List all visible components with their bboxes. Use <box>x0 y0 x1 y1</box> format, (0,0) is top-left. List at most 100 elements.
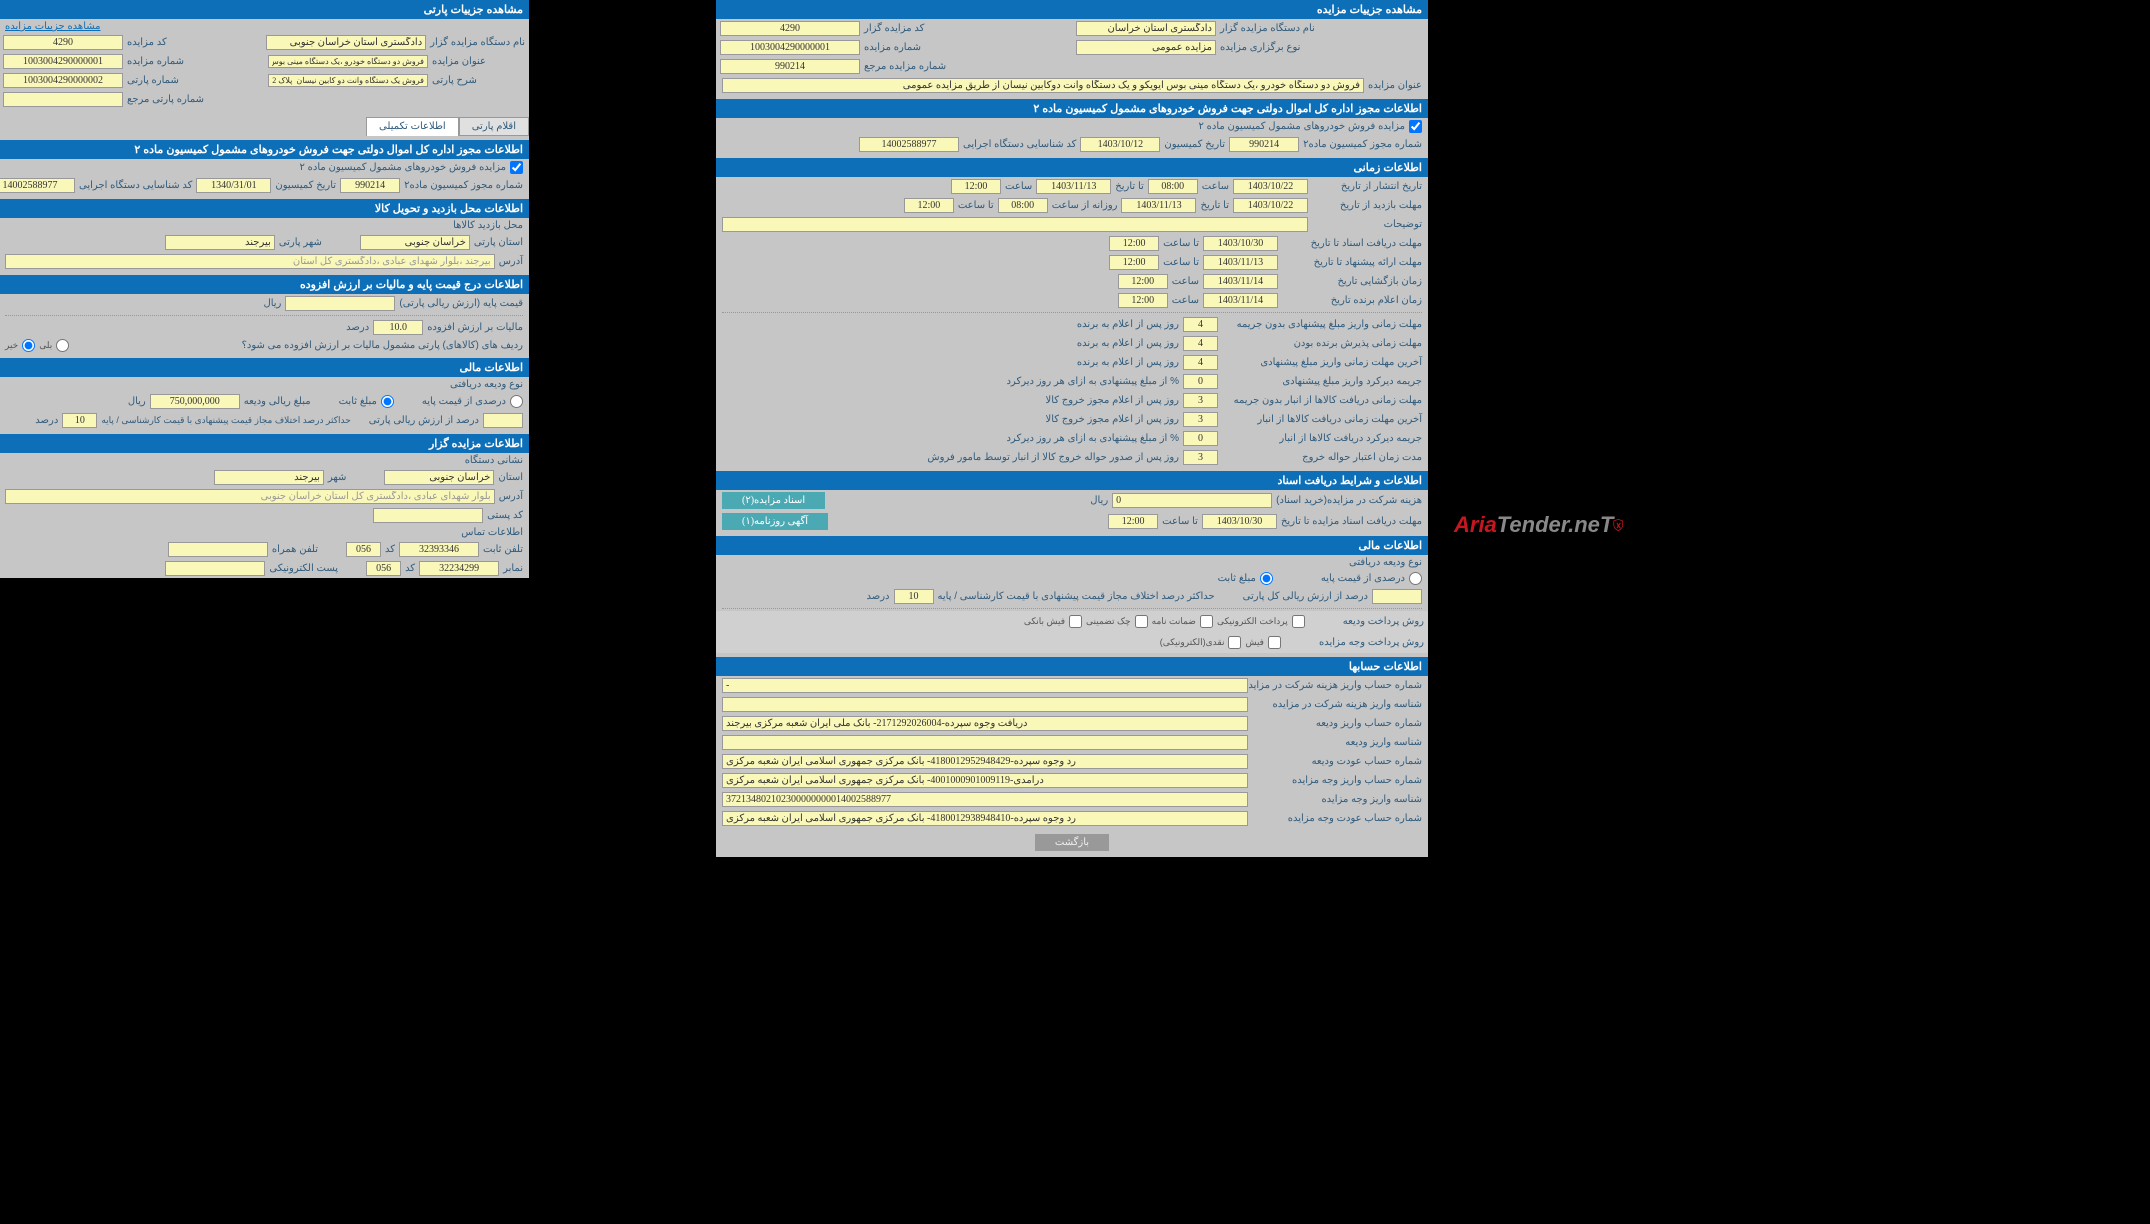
input-dl7[interactable] <box>1184 431 1219 446</box>
input-dl2[interactable] <box>1184 336 1219 351</box>
l-input-code1[interactable] <box>347 542 382 557</box>
input-bid-deadline-time[interactable] <box>1110 255 1160 270</box>
input-max-diff[interactable] <box>895 589 935 604</box>
input-dl1[interactable] <box>1184 317 1219 332</box>
label-bid-deadline: مهلت ارائه پیشنهاد تا تاریخ <box>1283 257 1423 268</box>
watermark-logo: AriaTender.neT <box>1455 490 1625 560</box>
input-commission-date[interactable] <box>1081 137 1161 152</box>
input-auctioneer-name[interactable] <box>1077 21 1217 36</box>
l-radio-fixed[interactable] <box>382 395 395 408</box>
l-radio-no[interactable] <box>23 339 36 352</box>
input-dl6[interactable] <box>1184 412 1219 427</box>
l-input-pctval[interactable] <box>484 413 524 428</box>
l-radio-yes[interactable] <box>57 339 70 352</box>
link-auction-details[interactable]: مشاهده جزییات مزایده <box>6 21 102 32</box>
l-input-phone[interactable] <box>400 542 480 557</box>
input-winner-time[interactable] <box>1119 293 1169 308</box>
input-publish-from-time[interactable] <box>1149 179 1199 194</box>
input-daily-to[interactable] <box>905 198 955 213</box>
l-input-fax[interactable] <box>420 561 500 576</box>
l-radio-percent[interactable] <box>511 395 524 408</box>
input-doc-receipt-time[interactable] <box>1109 514 1159 529</box>
input-dl4[interactable] <box>1184 374 1219 389</box>
l-input-partyref[interactable] <box>4 92 124 107</box>
input-acc6[interactable] <box>723 773 1249 788</box>
input-publish-to-date[interactable] <box>1037 179 1112 194</box>
l-input-commdate[interactable] <box>197 178 272 193</box>
input-dl3[interactable] <box>1184 355 1219 370</box>
input-ref-number[interactable] <box>721 59 861 74</box>
l-chk-commission[interactable] <box>511 161 524 174</box>
radio-percent-base[interactable] <box>1410 572 1423 585</box>
chk-slip[interactable] <box>1070 615 1083 628</box>
l-input-permitnum[interactable] <box>341 178 401 193</box>
input-acc5[interactable] <box>723 754 1249 769</box>
l-input-postal[interactable] <box>374 508 484 523</box>
input-visit-to-date[interactable] <box>1122 198 1197 213</box>
input-publish-from-date[interactable] <box>1234 179 1309 194</box>
input-exec-code[interactable] <box>860 137 960 152</box>
input-opening-date[interactable] <box>1204 274 1279 289</box>
tab-party-items[interactable]: اقلام پارتی <box>460 117 530 136</box>
btn-newspaper-ad[interactable]: آگهی روزنامه(۱) <box>723 513 829 530</box>
input-auctioneer-code[interactable] <box>721 21 861 36</box>
l-input-depamount[interactable] <box>151 394 241 409</box>
btn-auction-docs[interactable]: اسناد مزایده(۲) <box>723 492 826 509</box>
chk-guarantee[interactable] <box>1201 615 1214 628</box>
l-input-aucnum[interactable] <box>4 54 124 69</box>
input-acc1[interactable] <box>723 678 1249 693</box>
input-dl5[interactable] <box>1184 393 1219 408</box>
l-input-baseprice[interactable] <box>286 296 396 311</box>
input-acc3[interactable] <box>723 716 1249 731</box>
l-input-execcode[interactable] <box>0 178 76 193</box>
input-publish-to-time[interactable] <box>952 179 1002 194</box>
l-label-code2: کد <box>406 563 416 574</box>
input-visit-from-date[interactable] <box>1234 198 1309 213</box>
chk-epay[interactable] <box>1293 615 1306 628</box>
l-input-vat[interactable] <box>374 320 424 335</box>
input-acc4[interactable] <box>723 735 1249 750</box>
input-auction-title[interactable] <box>723 78 1365 93</box>
input-auction-number[interactable] <box>721 40 861 55</box>
input-daily-from[interactable] <box>999 198 1049 213</box>
l-input-email[interactable] <box>166 561 266 576</box>
input-winner-date[interactable] <box>1204 293 1279 308</box>
l-input-auctioneer[interactable] <box>267 35 427 50</box>
input-percent-value[interactable] <box>1373 589 1423 604</box>
l-input-city[interactable] <box>166 235 276 250</box>
input-permit-num[interactable] <box>1230 137 1300 152</box>
input-notes[interactable] <box>723 217 1309 232</box>
l-input-prov2[interactable] <box>385 470 495 485</box>
input-acc7[interactable] <box>723 792 1249 807</box>
chk-fish[interactable] <box>1269 636 1282 649</box>
l-input-address[interactable] <box>6 254 496 269</box>
input-opening-time[interactable] <box>1119 274 1169 289</box>
l-input-city2[interactable] <box>215 470 325 485</box>
chk-check[interactable] <box>1136 615 1149 628</box>
l-input-auccode[interactable] <box>4 35 124 50</box>
input-acc8[interactable] <box>723 811 1249 826</box>
input-doc-deadline-date[interactable] <box>1204 236 1279 251</box>
input-acc2[interactable] <box>723 697 1249 712</box>
input-dl8[interactable] <box>1184 450 1219 465</box>
l-input-code2[interactable] <box>367 561 402 576</box>
tab-additional-info[interactable]: اطلاعات تکمیلی <box>367 117 460 136</box>
l-input-maxdiff[interactable] <box>63 413 98 428</box>
input-bid-deadline-date[interactable] <box>1204 255 1279 270</box>
chk-cash-e[interactable] <box>1229 636 1242 649</box>
input-participation-cost[interactable] <box>1113 493 1273 508</box>
l-input-mobile[interactable] <box>169 542 269 557</box>
radio-fixed-amount[interactable] <box>1261 572 1274 585</box>
btn-back[interactable]: بازگشت <box>1036 834 1110 851</box>
l-input-province[interactable] <box>361 235 471 250</box>
l-input-addr2[interactable] <box>6 489 496 504</box>
l-input-partydesc[interactable] <box>269 74 429 87</box>
l-input-partynum[interactable] <box>4 73 124 88</box>
input-doc-receipt-date[interactable] <box>1203 514 1278 529</box>
input-auction-type[interactable] <box>1077 40 1217 55</box>
l-input-auctitle[interactable] <box>269 55 429 68</box>
label-publish-from: تاریخ انتشار از تاریخ <box>1313 181 1423 192</box>
l-label-addr2: آدرس <box>500 491 524 502</box>
input-doc-deadline-time[interactable] <box>1110 236 1160 251</box>
checkbox-commission[interactable] <box>1410 120 1423 133</box>
